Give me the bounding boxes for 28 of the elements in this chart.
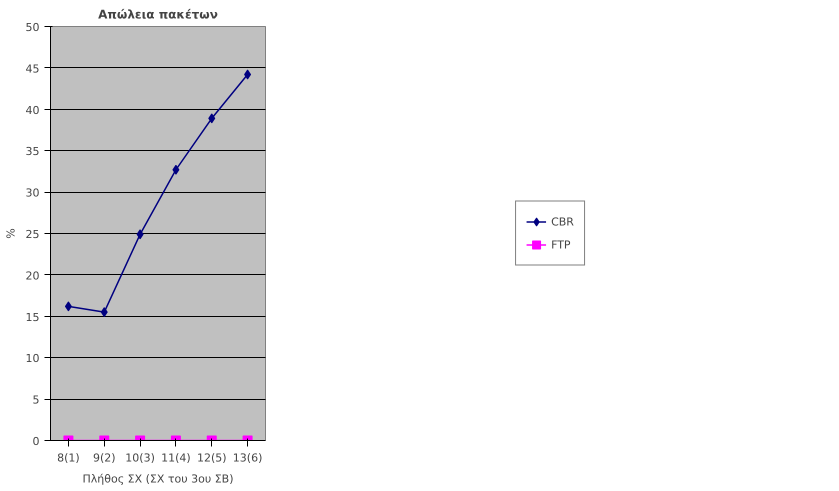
point <box>100 307 108 318</box>
point <box>64 301 72 312</box>
y-tick-label: 40 <box>26 104 40 117</box>
legend-label: CBR <box>551 215 574 228</box>
x-tick-label: 12(5) <box>196 452 227 464</box>
y-tick-label: 25 <box>26 228 40 241</box>
y-tick-label: 15 <box>26 310 40 324</box>
point <box>244 70 252 80</box>
point <box>172 164 180 175</box>
y-tick-label: 20 <box>26 269 40 282</box>
y-tick-label: 0 <box>32 435 40 448</box>
y-tick-label: 35 <box>26 145 40 158</box>
chart-title: Απώλεια πακέτων <box>98 8 218 22</box>
x-tick-label: 8(1) <box>57 452 80 464</box>
y-tick-label: 30 <box>26 186 40 200</box>
y-tick-label: 45 <box>26 62 40 76</box>
x-axis-title: Πλήθος ΣΧ (ΣΧ του 3ου ΣΒ) <box>82 472 234 486</box>
x-tick-label: 9(2) <box>92 452 116 464</box>
y-tick-label: 50 <box>26 21 40 34</box>
y-axis-title: % <box>4 228 18 239</box>
legend-label: FTP <box>551 238 572 251</box>
x-tick-label: 11(4) <box>161 452 191 464</box>
x-tick-label: 10(3) <box>125 452 155 464</box>
point <box>136 229 144 240</box>
point <box>208 113 216 124</box>
x-tick-label: 13(6) <box>232 452 262 464</box>
y-tick-label: 10 <box>26 352 40 366</box>
y-tick-label: 5 <box>32 394 40 407</box>
